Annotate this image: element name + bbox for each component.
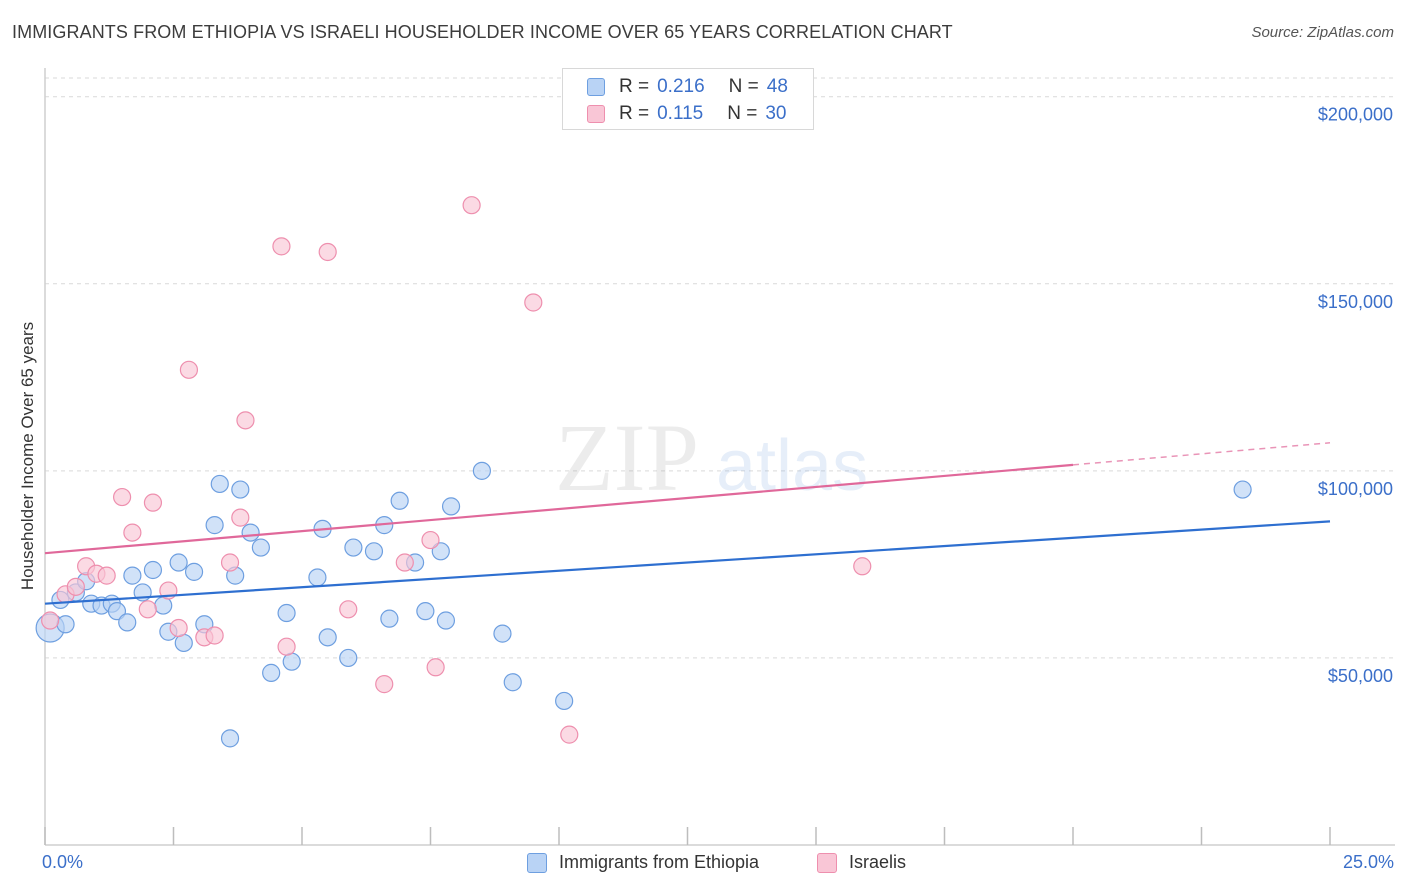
ethiopia-point (143, 560, 163, 580)
ethiopia-trend-line (44, 520, 1331, 605)
israelis-point (231, 508, 250, 527)
y-tick-label: $50,000 (1328, 666, 1393, 686)
ethiopia-point (308, 568, 327, 587)
legend-swatch-blue (527, 852, 547, 873)
points-layer (35, 196, 1252, 748)
ethiopia-point (262, 663, 281, 682)
ethiopia-point (503, 673, 522, 692)
watermark-zip: ZIP (555, 404, 699, 511)
israelis-point (277, 637, 296, 656)
legend-r-label: R = (619, 103, 650, 124)
chart-title: IMMIGRANTS FROM ETHIOPIA VS ISRAELI HOUS… (12, 22, 953, 42)
legend-swatch-pink (817, 852, 837, 873)
source-credit: Source: ZipAtlas.com (1251, 24, 1394, 41)
legend-label-israelis: Israelis (849, 852, 907, 872)
legend-n-value: 48 (766, 76, 788, 97)
israelis-point (426, 658, 445, 677)
legend-r-label: R = (619, 76, 650, 97)
legend-item-ethiopia[interactable]: Immigrants from Ethiopia (527, 852, 759, 873)
israelis-point (375, 675, 394, 694)
legend-row-israelis: R = 0.115 N = 30 (587, 101, 787, 127)
legend-label-ethiopia: Immigrants from Ethiopia (559, 852, 760, 872)
israelis-point (339, 600, 358, 619)
ethiopia-point (472, 461, 491, 480)
israelis-point (272, 237, 291, 256)
legend-n-label: N = (728, 76, 759, 97)
legend-r-value: 0.115 (657, 103, 704, 124)
ethiopia-point (555, 691, 574, 711)
ethiopia-point (390, 491, 409, 510)
israelis-point (112, 487, 132, 507)
israelis-point (138, 600, 157, 619)
israelis-point (169, 618, 188, 638)
ethiopia-point (210, 474, 229, 494)
israelis-trend-extension (1072, 442, 1331, 466)
ethiopia-point (277, 603, 296, 623)
ethiopia-point (364, 542, 384, 561)
x-tick-label-max: 25.0% (1342, 852, 1394, 872)
ethiopia-point (251, 538, 270, 557)
legend-item-israelis[interactable]: Israelis (817, 852, 906, 873)
y-axis-label: Householder Income Over 65 years (18, 321, 37, 591)
ethiopia-point (431, 542, 450, 561)
israelis-point (524, 293, 543, 312)
israelis-point (97, 566, 116, 585)
ethiopia-point (318, 628, 337, 647)
trend-layer (44, 442, 1331, 605)
israelis-point (421, 530, 440, 550)
legend-swatch-pink (587, 105, 605, 123)
legend-row-ethiopia: R = 0.216 N = 48 (587, 74, 788, 100)
correlation-legend: R = 0.216 N = 48 R = 0.115 N = 30 (562, 68, 814, 130)
x-tick-label-min: 0.0% (42, 852, 84, 872)
series-legend: Immigrants from Ethiopia Israelis (0, 850, 1406, 878)
israelis-point (123, 523, 142, 542)
israelis-point (143, 493, 163, 512)
axis-layer (44, 68, 1395, 846)
ethiopia-point (123, 566, 142, 585)
y-tick-labels: $50,000 $100,000 $150,000 $200,000 (1318, 105, 1393, 686)
ethiopia-point (1233, 480, 1252, 499)
y-tick-label: $100,000 (1318, 479, 1393, 499)
israelis-point (66, 577, 85, 596)
legend-r-value: 0.216 (657, 76, 705, 97)
grid-layer (45, 77, 1395, 659)
israelis-point (560, 725, 579, 744)
watermark: ZIP atlas (555, 404, 868, 511)
y-tick-label: $150,000 (1318, 292, 1393, 312)
ethiopia-point (118, 613, 137, 632)
israelis-point (220, 553, 240, 572)
israelis-point (205, 626, 224, 645)
legend-n-label: N = (727, 103, 758, 124)
ethiopia-point (416, 602, 435, 621)
ethiopia-point (184, 562, 204, 581)
y-tick-label: $200,000 (1318, 105, 1393, 125)
ethiopia-point (441, 497, 461, 516)
israelis-point (179, 360, 199, 379)
israelis-point (41, 611, 60, 630)
ethiopia-point (344, 538, 363, 557)
israelis-point (395, 553, 414, 572)
legend-swatch-blue (587, 78, 605, 96)
ethiopia-point (205, 516, 224, 535)
ethiopia-point (339, 648, 358, 668)
israelis-point (236, 411, 255, 430)
ethiopia-point (493, 624, 512, 643)
israelis-point (318, 242, 337, 262)
ethiopia-point (169, 553, 188, 572)
israelis-point (462, 196, 481, 215)
israelis-point (853, 557, 872, 576)
ethiopia-point (380, 609, 399, 628)
legend-n-value: 30 (765, 103, 787, 124)
ethiopia-point (436, 611, 456, 630)
ethiopia-point (220, 729, 240, 748)
ethiopia-point (231, 480, 250, 499)
israelis-trend-line (44, 463, 1074, 555)
ethiopia-point (107, 602, 127, 621)
ethiopia-point (241, 523, 260, 542)
